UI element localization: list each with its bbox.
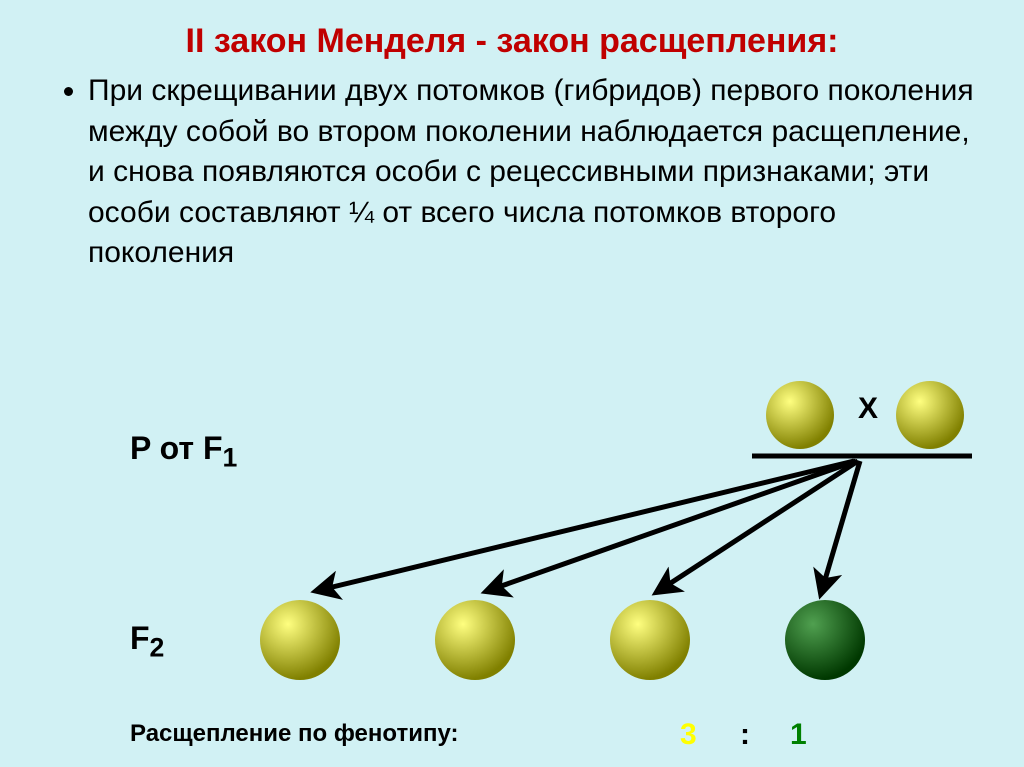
- label-p-from-f1: P от F1: [130, 430, 237, 473]
- yellow-pea: [766, 381, 834, 449]
- label-cross: Х: [858, 392, 878, 426]
- yellow-pea: [260, 600, 340, 680]
- green-pea: [785, 600, 865, 680]
- label-f2: F2: [130, 620, 164, 663]
- arrow-2: [660, 461, 858, 590]
- body-bullet: При скрещивании двух потомков (гибридов)…: [88, 71, 984, 274]
- slide: II закон Менделя - закон расщепления: Пр…: [0, 0, 1024, 767]
- arrow-0: [320, 461, 854, 590]
- yellow-pea: [610, 600, 690, 680]
- body-text: При скрещивании двух потомков (гибридов)…: [0, 71, 1024, 274]
- arrow-3: [822, 461, 860, 590]
- yellow-pea: [435, 600, 515, 680]
- slide-title: II закон Менделя - закон расщепления:: [0, 0, 1024, 71]
- arrow-1: [490, 461, 856, 590]
- label-ratio-colon: :: [740, 718, 750, 752]
- label-ratio-label: Расщепление по фенотипу:: [130, 720, 458, 748]
- label-ratio-3: 3: [680, 718, 697, 752]
- yellow-pea: [896, 381, 964, 449]
- label-ratio-1: 1: [790, 718, 807, 752]
